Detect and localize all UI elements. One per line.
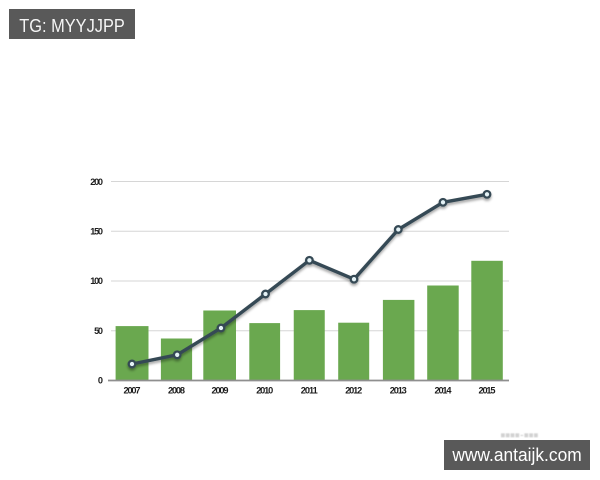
svg-text:2009: 2009 (212, 386, 229, 396)
svg-text:2008: 2008 (168, 386, 185, 396)
svg-text:2013: 2013 (390, 386, 407, 396)
svg-text:150: 150 (90, 226, 103, 236)
svg-text:50: 50 (94, 326, 103, 336)
svg-text:2014: 2014 (435, 386, 453, 396)
svg-text:200: 200 (90, 177, 103, 187)
svg-text:2010: 2010 (256, 386, 273, 396)
svg-text:2011: 2011 (301, 386, 318, 396)
svg-text:2007: 2007 (124, 386, 141, 396)
svg-text:2015: 2015 (479, 386, 496, 396)
svg-text:100: 100 (90, 276, 103, 286)
svg-text:0: 0 (98, 376, 103, 386)
svg-text:2012: 2012 (345, 386, 362, 396)
